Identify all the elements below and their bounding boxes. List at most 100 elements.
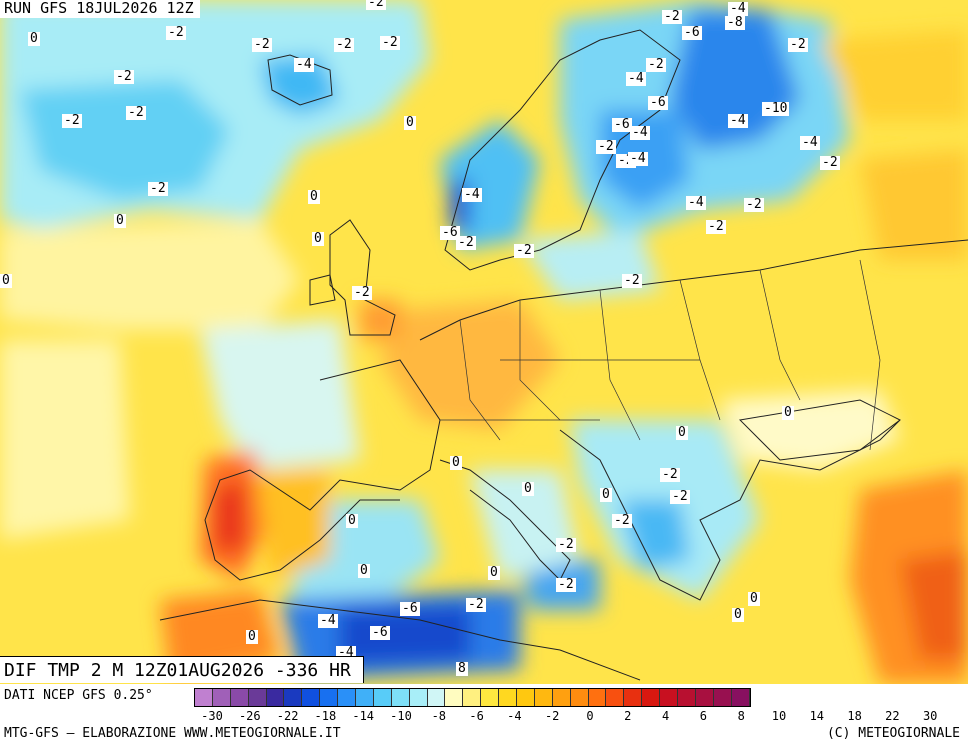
anomaly-label: -4 [686,195,706,210]
anomaly-label: 0 [748,591,760,606]
legend-tick-label: -2 [544,709,560,723]
anomaly-label: -4 [294,57,314,72]
anomaly-label: -6 [400,601,420,616]
legend-swatch [588,689,607,706]
anomaly-label: -2 [166,25,186,40]
anomaly-label: 0 [404,115,416,130]
legend-tick-label: 10 [771,709,787,723]
legend-swatch [266,689,285,706]
anomaly-label: 0 [114,213,126,228]
legend-swatch [534,689,553,706]
legend-swatch [338,689,357,706]
legend-swatch [499,689,518,706]
anomaly-label: -2 [670,489,690,504]
anomaly-label: -4 [630,125,650,140]
anomaly-label: -2 [646,57,666,72]
legend-tick-label: -30 [201,709,223,723]
anomaly-label: -2 [466,597,486,612]
anomaly-label: 0 [732,607,744,622]
legend-tick-label: 4 [661,709,670,723]
legend-swatch [695,689,714,706]
anomaly-label: -2 [114,69,134,84]
legend-tick-label: 18 [847,709,862,723]
anomaly-label: -4 [628,151,648,166]
legend-tick-label: 14 [809,709,825,723]
legend-tick-label: 8 [737,709,745,723]
anomaly-label: -6 [370,625,390,640]
legend-swatch [230,689,249,706]
legend-swatch [302,689,321,706]
legend-swatch [660,689,679,706]
legend-tick-label: -14 [352,709,375,723]
legend-swatch [212,689,231,706]
legend-swatch [356,689,374,706]
legend-swatch [570,689,589,706]
legend-swatch [517,689,535,706]
anomaly-label: -2 [662,9,682,24]
anomaly-label: -10 [762,101,790,116]
anomaly-label: -2 [352,285,372,300]
anomaly-label: -4 [462,187,482,202]
legend-swatch [552,689,571,706]
anomaly-label: -6 [440,225,460,240]
legend-swatch [248,689,267,706]
anomaly-label: 0 [246,629,258,644]
anomaly-label: 8 [456,661,468,676]
anomaly-label: 0 [346,513,358,528]
legend-swatch [678,689,696,706]
anomaly-label: -4 [728,1,748,16]
map-title: DIF TMP 2 M 12Z01AUG2026 -336 HR [0,656,364,683]
anomaly-label: -2 [622,273,642,288]
anomaly-label: -6 [648,95,668,110]
anomaly-label: 0 [450,455,462,470]
anomaly-label: -2 [612,513,632,528]
color-legend [194,688,751,707]
anomaly-label: -2 [456,235,476,250]
anomaly-label: -2 [744,197,764,212]
anomaly-label: 0 [488,565,500,580]
anomaly-label: -2 [660,467,680,482]
anomaly-label: -2 [514,243,534,258]
legend-swatch [391,689,410,706]
legend-swatch [642,689,661,706]
legend-tick-label: -18 [314,709,337,723]
legend-swatch [284,689,303,706]
legend-swatch [320,689,339,706]
legend-tick-label: -26 [238,709,261,723]
anomaly-label: -2 [706,219,726,234]
anomaly-label: 0 [28,31,40,46]
legend-swatch [606,689,625,706]
anomaly-label: -2 [596,139,616,154]
anomaly-label: -4 [728,113,748,128]
legend-swatch [481,689,500,706]
legend-swatch [463,689,482,706]
anomaly-label: 0 [676,425,688,440]
anomaly-label: -2 [126,105,146,120]
anomaly-label: 0 [358,563,370,578]
legend-tick-label: 6 [699,709,708,723]
anomaly-label: -2 [556,537,576,552]
legend-tick-label: 30 [922,709,938,723]
anomaly-label: -2 [366,0,386,10]
anomaly-label: 0 [782,405,794,420]
anomaly-label: 0 [522,481,534,496]
legend-swatch [445,689,464,706]
legend-swatch [195,689,213,706]
run-info: RUN GFS 18JUL2026 12Z [0,0,200,18]
legend-tick-label: 0 [586,709,594,723]
copyright-text: (C) METEOGIORNALE [826,726,960,741]
anomaly-map [0,0,968,684]
credit-text: MTG-GFS — ELABORAZIONE WWW.METEOGIORNALE… [4,726,341,741]
anomaly-label: -4 [800,135,820,150]
legend-swatch [373,689,392,706]
legend-tick-label: -10 [390,709,412,723]
legend-swatch [427,689,446,706]
anomaly-label: -6 [682,25,702,40]
anomaly-label: -2 [556,577,576,592]
anomaly-label: -2 [252,37,272,52]
anomaly-label: -2 [148,181,168,196]
anomaly-label: 0 [0,273,12,288]
legend-tick-label: -6 [469,709,484,723]
anomaly-label: -6 [612,117,632,132]
anomaly-label: -2 [788,37,808,52]
